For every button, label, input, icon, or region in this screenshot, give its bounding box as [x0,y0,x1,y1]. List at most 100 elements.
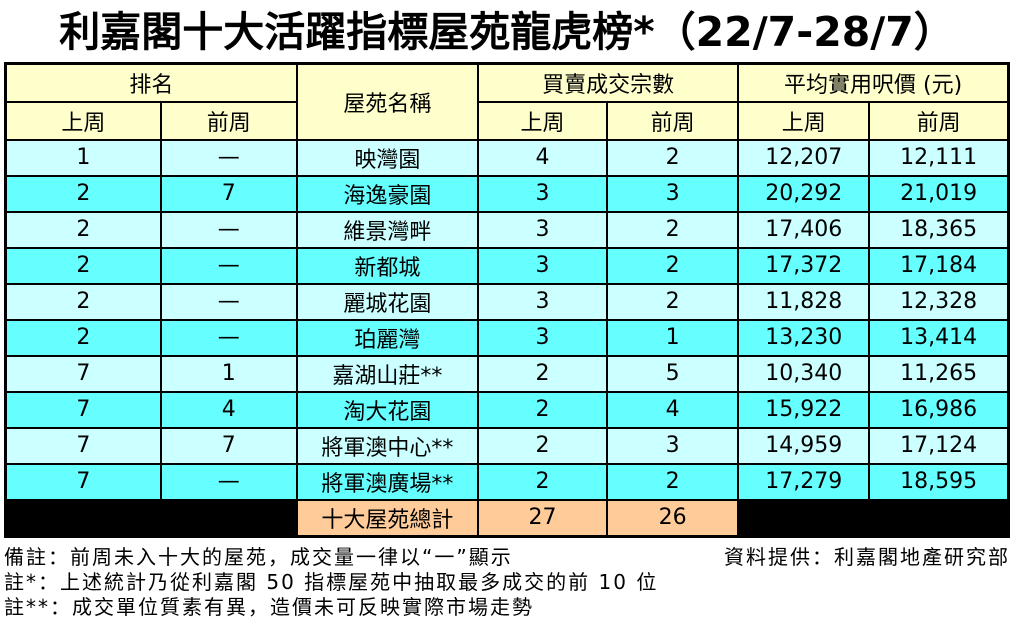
rank-last-cell: 7 [4,354,162,393]
table-row: 7 7 將軍澳中心** 2 3 14,959 17,124 [4,426,1010,465]
rank-prev-cell: — [159,318,298,357]
header-price-prev-week: 前周 [868,100,1010,141]
txn-prev-cell: 1 [606,318,740,357]
footnotes: 備註：前周未入十大的屋苑，成交量一律以“一”顯示 資料提供：利嘉閣地產研究部 註… [4,545,1010,620]
price-prev-cell: 12,111 [868,138,1010,177]
price-last-cell: 17,372 [737,246,871,285]
price-last-cell: 11,828 [737,282,871,321]
txn-prev-cell: 2 [606,282,740,321]
estate-name-cell: 嘉湖山莊** [295,354,479,393]
rank-prev-cell: 7 [159,426,298,465]
txn-prev-cell: 2 [606,210,740,249]
txn-prev-cell: 2 [606,138,740,177]
estate-name-cell: 新都城 [295,246,479,285]
rank-last-cell: 7 [4,426,162,465]
total-txn-last-cell: 27 [476,498,609,538]
txn-last-cell: 2 [476,426,609,465]
data-source-credit: 資料提供：利嘉閣地產研究部 [724,545,1010,569]
table-row: 2 7 海逸豪園 3 3 20,292 21,019 [4,174,1010,213]
header-txn-last-week: 上周 [476,100,609,141]
estate-name-cell: 麗城花園 [295,282,479,321]
table-head-group: 排名 屋苑名稱 買賣成交宗數 平均實用呎價 (元) 上周 前周 上周 前周 上周… [4,62,1010,141]
price-prev-cell: 12,328 [868,282,1010,321]
price-last-cell: 10,340 [737,354,871,393]
table-body: 1 — 映灣園 4 2 12,207 12,111 2 7 海逸豪園 3 3 2… [4,138,1010,538]
txn-prev-cell: 2 [606,462,740,501]
price-last-cell: 17,279 [737,462,871,501]
rank-prev-cell: 7 [159,174,298,213]
table-row: 2 — 珀麗灣 3 1 13,230 13,414 [4,318,1010,357]
rank-prev-cell: — [159,210,298,249]
price-prev-cell: 21,019 [868,174,1010,213]
rank-last-cell: 2 [4,282,162,321]
rank-last-cell: 2 [4,210,162,249]
header-avg-price: 平均實用呎價 (元) [737,62,1010,103]
price-last-cell: 17,406 [737,210,871,249]
header-txn-prev-week: 前周 [606,100,740,141]
estate-name-cell: 海逸豪園 [295,174,479,213]
footnote-remark: 備註：前周未入十大的屋苑，成交量一律以“一”顯示 [4,545,513,569]
total-row: 十大屋苑總計 27 26 [4,498,1010,538]
price-prev-cell: 17,124 [868,426,1010,465]
txn-prev-cell: 3 [606,174,740,213]
rank-prev-cell: — [159,138,298,177]
price-prev-cell: 17,184 [868,246,1010,285]
rank-last-cell: 2 [4,174,162,213]
rank-last-cell: 7 [4,462,162,501]
price-prev-cell: 13,414 [868,318,1010,357]
estate-name-cell: 維景灣畔 [295,210,479,249]
page-title: 利嘉閣十大活躍指標屋苑龍虎榜*（22/7-28/7） [59,8,955,56]
header-transactions: 買賣成交宗數 [476,62,740,103]
rank-last-cell: 1 [4,138,162,177]
txn-prev-cell: 5 [606,354,740,393]
header-row-2: 上周 前周 上周 前周 上周 前周 [4,100,1010,141]
footnote-single-asterisk: 註*：上述統計乃從利嘉閣 50 指標屋苑中抽取最多成交的前 10 位 [4,570,659,594]
ranking-table: 排名 屋苑名稱 買賣成交宗數 平均實用呎價 (元) 上周 前周 上周 前周 上周… [4,62,1010,538]
header-rank-prev-week: 前周 [159,100,298,141]
estate-name-cell: 珀麗灣 [295,318,479,357]
table-row: 1 — 映灣園 4 2 12,207 12,111 [4,138,1010,177]
rank-prev-cell: — [159,282,298,321]
total-label-cell: 十大屋苑總計 [295,498,479,538]
price-last-cell: 14,959 [737,426,871,465]
total-row-black-left [4,498,298,538]
txn-prev-cell: 3 [606,426,740,465]
txn-last-cell: 3 [476,246,609,285]
footnote-double-asterisk: 註**：成交單位質素有異，造價未可反映實際市場走勢 [4,595,534,619]
rank-prev-cell: 4 [159,390,298,429]
header-row-1: 排名 屋苑名稱 買賣成交宗數 平均實用呎價 (元) [4,62,1010,141]
estate-name-cell: 將軍澳廣場** [295,462,479,501]
rank-last-cell: 2 [4,246,162,285]
price-prev-cell: 11,265 [868,354,1010,393]
price-last-cell: 12,207 [737,138,871,177]
txn-last-cell: 3 [476,210,609,249]
txn-prev-cell: 2 [606,246,740,285]
txn-last-cell: 3 [476,282,609,321]
total-txn-prev-cell: 26 [606,498,740,538]
estate-name-cell: 淘大花園 [295,390,479,429]
rank-prev-cell: 1 [159,354,298,393]
rank-last-cell: 7 [4,390,162,429]
header-rank: 排名 [4,62,298,103]
txn-last-cell: 2 [476,354,609,393]
price-prev-cell: 18,595 [868,462,1010,501]
price-prev-cell: 18,365 [868,210,1010,249]
table-row: 7 1 嘉湖山莊** 2 5 10,340 11,265 [4,354,1010,393]
table-row: 7 — 將軍澳廣場** 2 2 17,279 18,595 [4,462,1010,501]
price-last-cell: 20,292 [737,174,871,213]
txn-last-cell: 3 [476,318,609,357]
rank-prev-cell: — [159,462,298,501]
rank-last-cell: 2 [4,318,162,357]
header-estate-name: 屋苑名稱 [295,62,479,141]
estate-name-cell: 將軍澳中心** [295,426,479,465]
table-row: 7 4 淘大花園 2 4 15,922 16,986 [4,390,1010,429]
price-prev-cell: 16,986 [868,390,1010,429]
txn-prev-cell: 4 [606,390,740,429]
txn-last-cell: 4 [476,138,609,177]
price-last-cell: 15,922 [737,390,871,429]
total-row-black-right [737,498,1010,538]
price-last-cell: 13,230 [737,318,871,357]
table-row: 2 — 維景灣畔 3 2 17,406 18,365 [4,210,1010,249]
estate-name-cell: 映灣園 [295,138,479,177]
